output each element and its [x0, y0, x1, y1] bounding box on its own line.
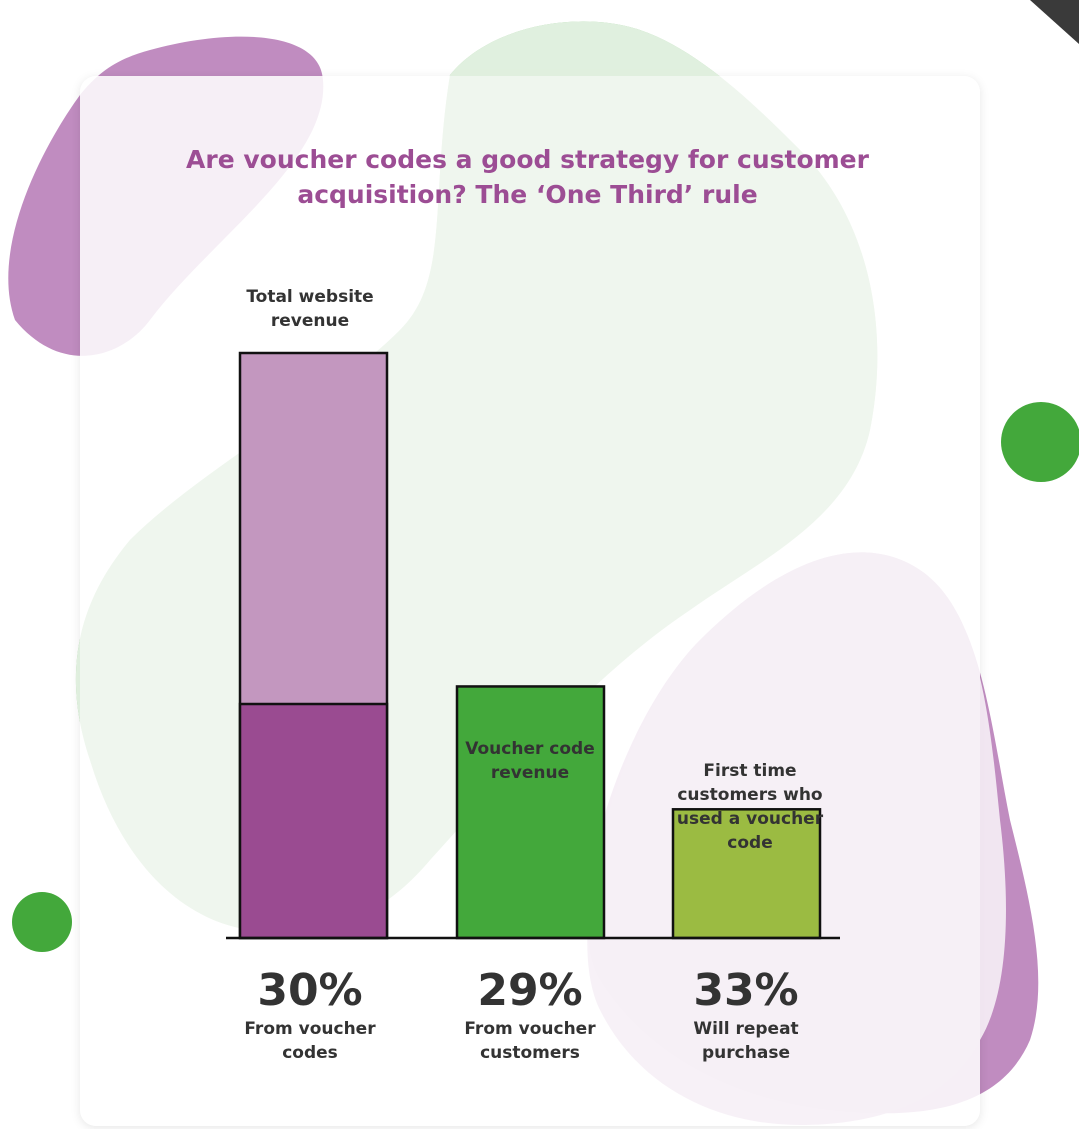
- stat-caption-repeat-purchase: Will repeat purchase: [693, 1019, 799, 1063]
- green-dot-right: [1001, 402, 1079, 482]
- bar-voucher-code-revenue: [455, 685, 606, 940]
- bar-label-voucher-revenue: Voucher code revenue: [465, 739, 595, 783]
- stat-value-voucher-codes: 30%: [257, 965, 363, 1016]
- bar-total-website-revenue-voucher-portion: [238, 702, 389, 940]
- stat-value-repeat-purchase: 33%: [693, 965, 799, 1016]
- chart-title: Are voucher codes a good strategy for cu…: [186, 145, 869, 209]
- corner-triangle: [1030, 0, 1079, 44]
- green-dot-left: [12, 892, 72, 952]
- stat-caption-voucher-codes: From voucher codes: [244, 1019, 376, 1063]
- bar-label-first-time-customers: First time customers who used a voucher …: [676, 761, 824, 853]
- stat-value-voucher-customers: 29%: [477, 965, 583, 1016]
- bar-label-total-revenue: Total website revenue: [246, 287, 374, 331]
- stat-caption-voucher-customers: From voucher customers: [464, 1019, 596, 1063]
